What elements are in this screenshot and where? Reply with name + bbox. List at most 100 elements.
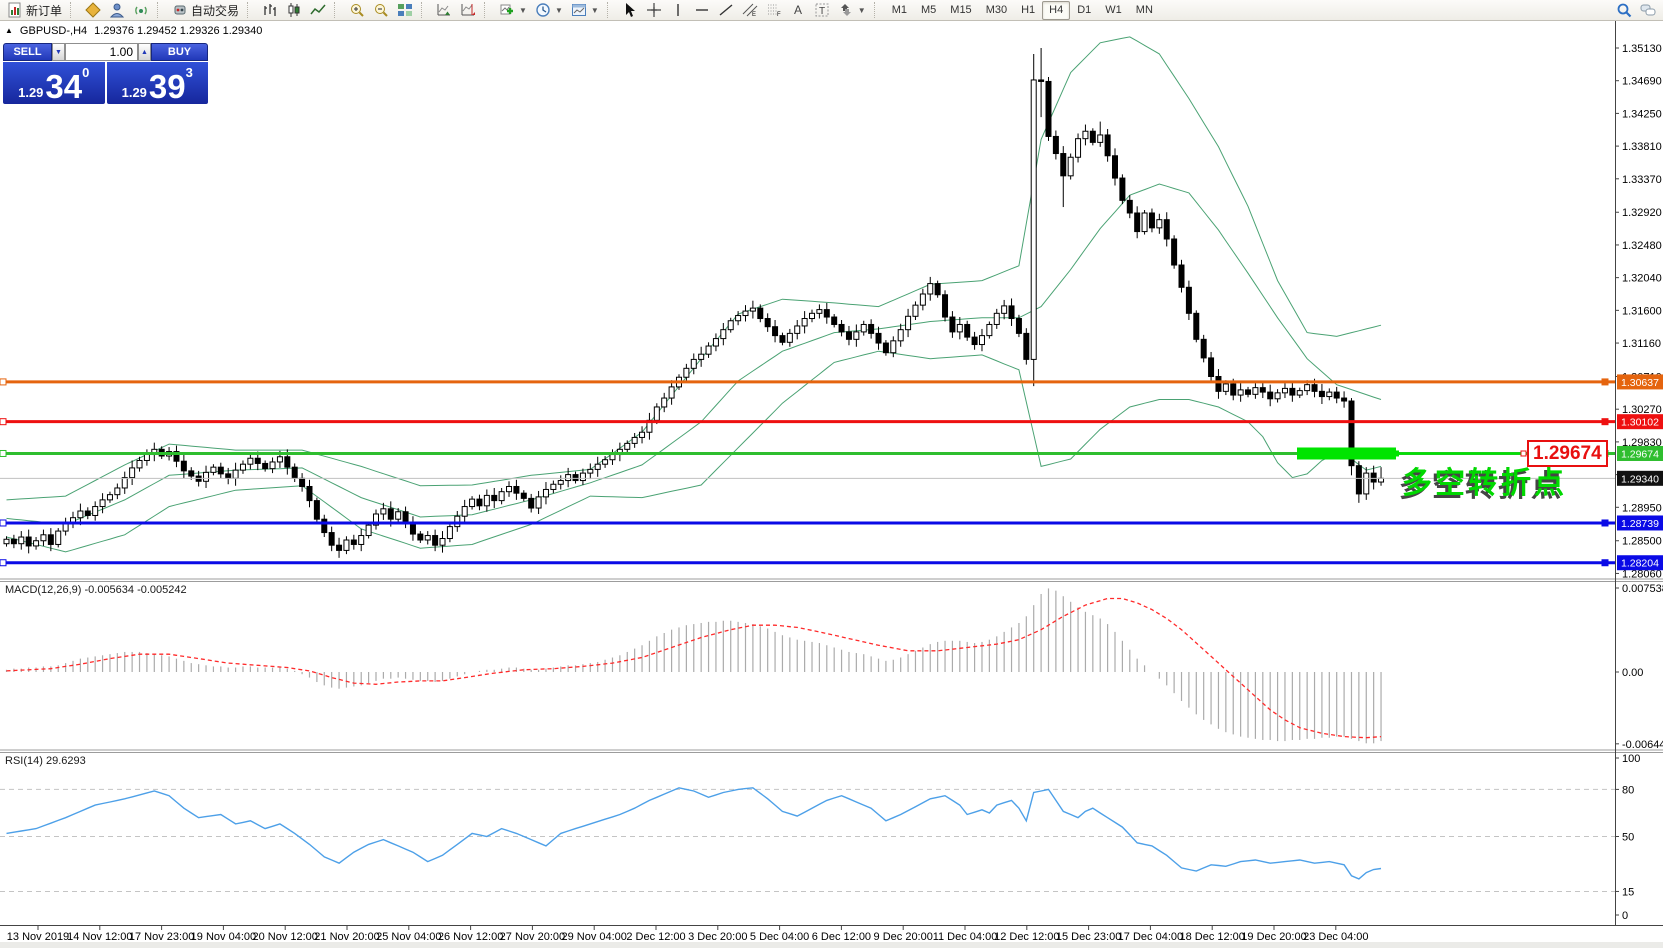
buy-price-button[interactable]: 1.29 39 3: [106, 62, 208, 104]
signals-icon: [133, 2, 149, 18]
timeframe-m1-button[interactable]: M1: [891, 4, 907, 16]
horizontal-line-button[interactable]: [690, 0, 714, 20]
timeframe-m5-button[interactable]: M5: [921, 4, 937, 16]
rsi-axis[interactable]: 100 80 50 15 0: [1615, 753, 1640, 922]
timeframe-m30-button[interactable]: M30: [985, 4, 1008, 16]
toolbar-separator: [873, 2, 882, 18]
line-chart-mode-icon: [310, 2, 326, 18]
svg-text:1.35130: 1.35130: [1622, 43, 1662, 55]
svg-text:E: E: [752, 12, 756, 18]
chart-shift-button[interactable]: [456, 0, 480, 20]
svg-text:27 Nov 20:00: 27 Nov 20:00: [500, 931, 565, 943]
line-chart-mode-button[interactable]: [306, 0, 330, 20]
price-label-resistance-upper: 1.30637: [1617, 374, 1663, 390]
hline-support-lower[interactable]: [0, 559, 1615, 567]
svg-text:18 Dec 12:00: 18 Dec 12:00: [1179, 931, 1244, 943]
collapse-icon[interactable]: ▲: [5, 26, 13, 35]
timeframe-h4-button[interactable]: H4: [1042, 0, 1071, 20]
svg-text:12 Dec 12:00: 12 Dec 12:00: [994, 931, 1059, 943]
svg-text:80: 80: [1622, 784, 1634, 796]
main-toolbar: 新订单 自动交易 ▼ ▼ ▼ E F A T ▼ M1 M5 M15 M30 H1 H4 D1 W1 MN: [0, 0, 1663, 21]
macd-axis[interactable]: 0.007538 0.00 -0.006446: [1615, 583, 1663, 751]
new-order-button[interactable]: 新订单: [3, 0, 66, 20]
toolbar-separator: [247, 2, 255, 18]
volume-increase-button[interactable]: ▲: [138, 43, 151, 61]
timeframe-mn-button[interactable]: MN: [1135, 4, 1153, 16]
svg-text:0: 0: [1622, 910, 1628, 922]
volume-decrease-button[interactable]: ▼: [52, 43, 65, 61]
fibonacci-button[interactable]: F: [762, 0, 786, 20]
tile-windows-icon: [397, 2, 413, 18]
zoom-in-button[interactable]: [345, 0, 369, 20]
trendline-button[interactable]: [714, 0, 738, 20]
new-chart-button[interactable]: [81, 0, 105, 20]
timeframe-h1-button[interactable]: H1: [1021, 4, 1036, 16]
svg-text:3 Dec 20:00: 3 Dec 20:00: [688, 931, 747, 943]
text-label-button[interactable]: T: [810, 0, 834, 20]
crosshair-button[interactable]: [642, 0, 666, 20]
candle-chart-mode-button[interactable]: [282, 0, 306, 20]
sell-price-button[interactable]: 1.29 34 0: [3, 62, 105, 104]
auto-scroll-button[interactable]: [432, 0, 456, 20]
trendline-icon: [718, 2, 734, 18]
arrows-button[interactable]: ▼: [834, 0, 870, 20]
tile-windows-button[interactable]: [393, 0, 417, 20]
volume-input[interactable]: [65, 43, 138, 61]
profiles-icon: [109, 2, 125, 18]
bar-chart-mode-button[interactable]: [258, 0, 282, 20]
toolbar-separator: [484, 2, 492, 18]
svg-text:29 Nov 04:00: 29 Nov 04:00: [561, 931, 626, 943]
search-button[interactable]: [1612, 0, 1636, 20]
hline-resistance-upper[interactable]: [0, 378, 1615, 386]
svg-text:21 Nov 20:00: 21 Nov 20:00: [314, 931, 379, 943]
crosshair-icon: [646, 2, 662, 18]
price-label-support-lower: 1.28204: [1617, 555, 1663, 571]
auto-trading-button[interactable]: 自动交易: [168, 0, 243, 20]
equidistant-channel-icon: E: [742, 2, 758, 18]
svg-text:1.33370: 1.33370: [1622, 174, 1662, 186]
chevron-down-icon: ▼: [519, 5, 527, 15]
search-icon: [1616, 2, 1632, 18]
buy-button[interactable]: BUY: [151, 43, 208, 61]
svg-text:26 Nov 12:00: 26 Nov 12:00: [438, 931, 503, 943]
hline-support-upper[interactable]: [0, 519, 1615, 527]
vertical-line-button[interactable]: [666, 0, 690, 20]
profiles-button[interactable]: [105, 0, 129, 20]
periods-button[interactable]: ▼: [531, 0, 567, 20]
chevron-down-icon: ▼: [857, 5, 866, 15]
svg-text:1.34250: 1.34250: [1622, 108, 1662, 120]
toolbar-separator: [70, 2, 78, 18]
toolbar-separator: [334, 2, 342, 18]
macd-pane: [5, 588, 1382, 744]
svg-text:1.28739: 1.28739: [1621, 518, 1659, 530]
sell-button[interactable]: SELL: [3, 43, 52, 61]
rsi-name: RSI(14): [5, 755, 43, 767]
toolbar-separator: [421, 2, 429, 18]
price-callout-box[interactable]: 1.29674: [1527, 440, 1608, 467]
annotation-text[interactable]: 多空转折点: [1402, 467, 1567, 500]
cursor-button[interactable]: [618, 0, 642, 20]
highlight-bar[interactable]: [1297, 447, 1527, 460]
svg-text:17 Nov 23:00: 17 Nov 23:00: [129, 931, 194, 943]
timeframe-m15-button[interactable]: M15: [950, 4, 972, 16]
one-click-trade-panel: SELL ▼ ▲ BUY 1.29 34 0 1.29 39 3: [3, 43, 208, 104]
timeframe-w1-button[interactable]: W1: [1105, 4, 1122, 16]
indicators-icon: [499, 2, 515, 18]
equidistant-channel-button[interactable]: E: [738, 0, 762, 20]
hline-resistance-lower[interactable]: [0, 418, 1615, 426]
text-button[interactable]: A: [786, 0, 810, 20]
zoom-out-button[interactable]: [369, 0, 393, 20]
signals-button[interactable]: [129, 0, 153, 20]
indicators-button[interactable]: ▼: [495, 0, 531, 20]
auto-scroll-icon: [436, 2, 452, 18]
templates-button[interactable]: ▼: [567, 0, 603, 20]
community-chat-button[interactable]: [1636, 0, 1660, 20]
svg-text:1.29830: 1.29830: [1622, 437, 1662, 449]
svg-text:1.29340: 1.29340: [1621, 473, 1659, 485]
svg-text:6 Dec 12:00: 6 Dec 12:00: [812, 931, 871, 943]
bar-chart-mode-icon: [262, 2, 278, 18]
timeframe-d1-button[interactable]: D1: [1077, 4, 1092, 16]
